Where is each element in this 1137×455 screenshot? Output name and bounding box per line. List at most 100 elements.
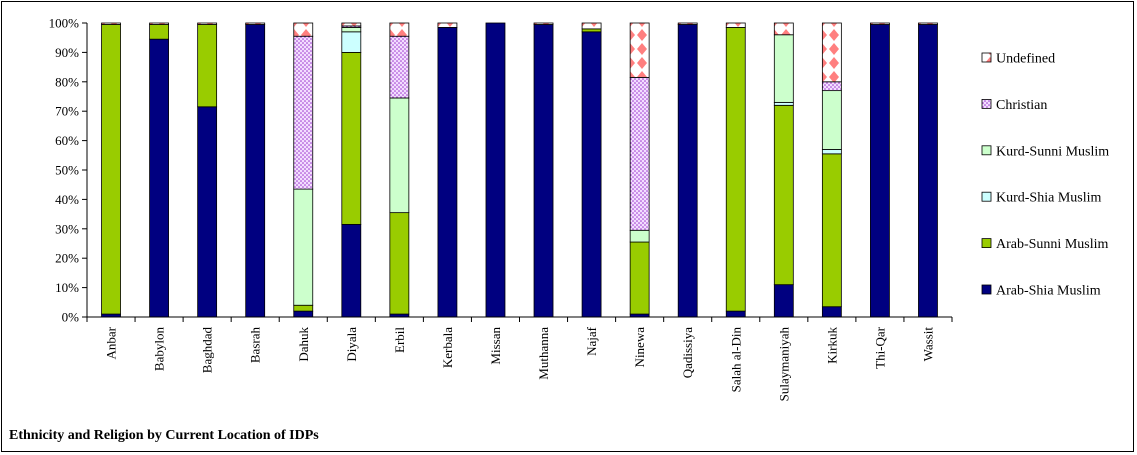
bar-segment-3-2 <box>197 24 218 108</box>
bar-segment-6-6 <box>341 22 362 27</box>
bar-segment-5-2 <box>293 304 314 312</box>
bar-segment-14-1 <box>725 310 746 318</box>
legend-label-6: Arab-Shia Muslim <box>996 284 1101 299</box>
bar-segment-15-2 <box>773 104 794 286</box>
x-tick-label-16: Kirkuk <box>824 327 839 364</box>
y-tick-label-0: 0% <box>62 310 80 325</box>
bar-segment-4-1 <box>245 24 266 318</box>
bar-segment-13-1 <box>677 24 698 318</box>
x-tick-label-9: Missan <box>488 327 503 365</box>
legend-swatch-2 <box>981 99 992 109</box>
legend-swatch-4 <box>981 191 992 202</box>
bar-segment-7-6 <box>389 22 410 37</box>
legend-label-5: Arab-Sunni Muslim <box>996 237 1109 252</box>
bar-segment-11-1 <box>581 31 602 318</box>
bar-segment-16-6 <box>821 22 842 83</box>
bar-segment-5-6 <box>293 22 314 37</box>
y-tick-label-7: 70% <box>55 104 79 119</box>
bar-segment-7-4 <box>389 97 410 214</box>
bar-segment-16-5 <box>821 81 842 92</box>
bar-segment-12-4 <box>629 229 650 243</box>
legend-label-1: Undefined <box>996 52 1055 67</box>
bar-segment-2-1 <box>149 38 169 318</box>
legend-label-2: Christian <box>996 98 1047 113</box>
legend-swatch-6 <box>981 284 992 295</box>
bar-segment-2-6 <box>149 22 169 25</box>
bar-segment-12-6 <box>629 22 650 78</box>
y-tick-label-2: 20% <box>55 251 79 266</box>
y-tick-label-4: 40% <box>55 192 79 207</box>
bar-segment-3-6 <box>197 22 218 25</box>
bar-segment-8-6 <box>437 22 458 28</box>
legend-swatch-5 <box>981 238 992 249</box>
bar-segment-14-6 <box>725 22 746 28</box>
y-tick-label-1: 10% <box>55 280 79 295</box>
legend-label-4: Kurd-Shia Muslim <box>996 191 1102 206</box>
plot-background <box>87 23 952 317</box>
bar-segment-2-2 <box>149 24 169 40</box>
x-tick-label-10: Muthanna <box>536 327 551 380</box>
y-tick-label-5: 50% <box>55 163 79 178</box>
bar-segment-18-1 <box>918 24 938 318</box>
bars <box>101 22 938 318</box>
x-tick-label-3: Baghdad <box>200 327 215 374</box>
bar-segment-5-4 <box>293 188 314 306</box>
bar-segment-1-6 <box>101 22 121 25</box>
x-tick-label-12: Ninewa <box>632 327 647 368</box>
bar-segment-13-6 <box>677 22 698 25</box>
bar-segment-10-6 <box>533 22 554 25</box>
bar-segment-6-4 <box>341 27 362 33</box>
x-tick-label-6: Diyala <box>344 327 359 362</box>
bar-segment-15-3 <box>773 101 794 106</box>
x-tick-label-2: Babylon <box>152 327 167 372</box>
bar-segment-6-1 <box>341 223 362 318</box>
legend-swatch-1 <box>981 52 992 63</box>
y-tick-label-6: 60% <box>55 133 79 148</box>
bar-segment-16-1 <box>821 306 842 318</box>
axes: 0% 10% 20% 30% 40% 50% 60% 70% 80% 90% 100% Anbar Ba… <box>49 16 953 402</box>
bar-segment-4-6 <box>245 22 266 25</box>
y-tick-label-8: 80% <box>55 74 79 89</box>
bar-segment-17-6 <box>870 22 890 25</box>
bar-segment-8-1 <box>437 27 458 318</box>
bar-segment-1-2 <box>101 24 121 315</box>
bar-segment-6-2 <box>341 52 362 225</box>
bar-segment-6-3 <box>341 31 362 53</box>
x-tick-label-7: Erbil <box>392 327 407 353</box>
bar-segment-15-4 <box>773 34 794 103</box>
x-tick-label-8: Kerbala <box>440 327 455 368</box>
x-tick-label-13: Qadissiya <box>680 327 695 379</box>
bar-segment-12-5 <box>629 76 650 231</box>
bar-segment-11-6 <box>581 22 602 30</box>
bar-segment-5-1 <box>293 310 314 318</box>
x-tick-label-11: Najaf <box>584 326 599 356</box>
x-tick-label-14: Salah al-Din <box>728 327 743 393</box>
bar-segment-3-1 <box>197 106 218 318</box>
legend-label-3: Kurd-Sunni Muslim <box>996 144 1109 159</box>
legend-swatch-3 <box>981 145 992 156</box>
plot-area <box>87 23 952 317</box>
x-tick-label-5: Dahuk <box>296 327 311 362</box>
bar-segment-7-5 <box>389 35 410 99</box>
bar-segment-16-4 <box>821 90 842 150</box>
bar-segment-16-2 <box>821 153 842 308</box>
y-tick-label-10: 100% <box>49 16 80 31</box>
bar-segment-15-6 <box>773 22 794 36</box>
bar-segment-7-2 <box>389 212 410 315</box>
bar-segment-17-1 <box>870 24 890 318</box>
bar-segment-14-2 <box>725 27 746 312</box>
x-tick-label-4: Basrah <box>248 327 263 364</box>
bar-segment-18-6 <box>918 22 938 25</box>
chart-title: Ethnicity and Religion by Current Locati… <box>9 428 319 443</box>
bar-segment-10-1 <box>533 24 554 318</box>
legend: Undefined Christian Kurd-Sunni Muslim Kurd-… <box>981 52 1109 299</box>
bar-segment-16-3 <box>821 149 842 155</box>
x-tick-label-17: Thi-Qar <box>872 326 887 369</box>
x-tick-label-15: Sulaymaniyah <box>776 327 791 402</box>
bar-segment-9-1 <box>485 22 506 318</box>
bar-segment-12-2 <box>629 241 650 315</box>
y-tick-label-3: 30% <box>55 221 79 236</box>
bar-segment-11-2 <box>581 28 602 33</box>
